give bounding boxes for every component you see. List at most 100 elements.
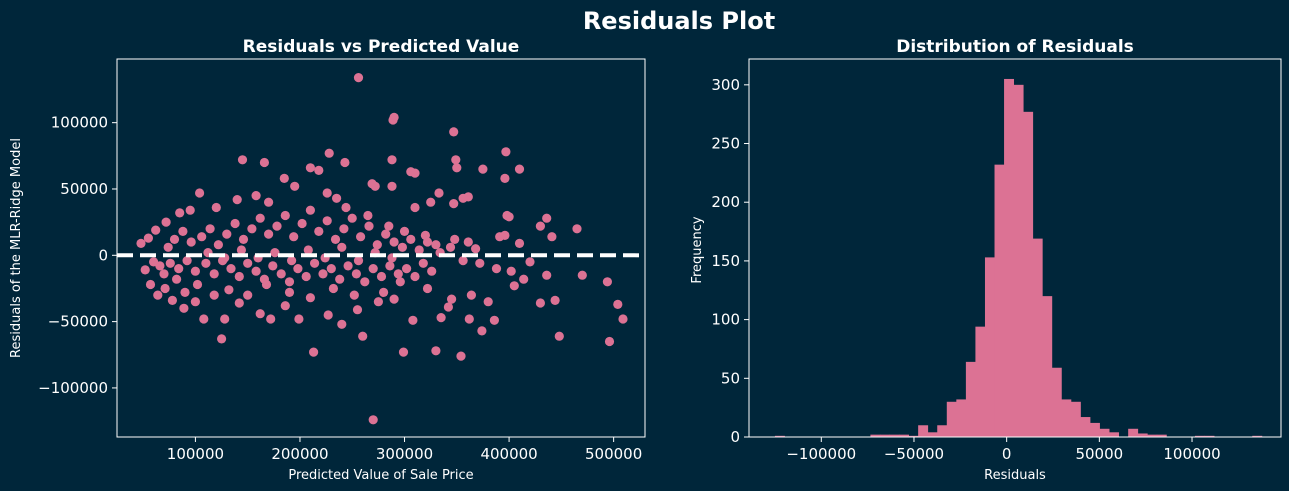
histogram-bar xyxy=(1204,435,1215,437)
scatter-point xyxy=(247,224,257,234)
scatter-point xyxy=(232,195,242,205)
histogram-x-axis: −100000 −50000 0 50000 100000 xyxy=(786,437,1221,463)
histogram-bar xyxy=(956,399,967,437)
scatter-point xyxy=(504,212,514,222)
scatter-point xyxy=(443,302,453,312)
scatter-point xyxy=(381,229,391,239)
scatter-point xyxy=(618,314,628,324)
histogram-title: Distribution of Residuals xyxy=(896,37,1134,57)
scatter-point xyxy=(287,256,297,266)
scatter-point xyxy=(280,301,290,311)
scatter-point xyxy=(431,240,441,250)
scatter-point xyxy=(463,237,473,247)
scatter-point xyxy=(270,248,280,258)
scatter-point xyxy=(370,181,380,191)
scatter-y-axis: −100000 −50000 0 50000 100000 xyxy=(38,114,117,397)
histogram-y-tick-label: 100 xyxy=(711,311,740,329)
scatter-point xyxy=(347,213,357,223)
scatter-point xyxy=(230,218,240,229)
scatter-point xyxy=(322,216,332,226)
scatter-point xyxy=(243,258,253,268)
scatter-point xyxy=(217,334,227,344)
histogram-y-tick-label: 200 xyxy=(711,193,740,211)
scatter-point xyxy=(356,232,366,242)
scatter-point xyxy=(255,309,265,319)
scatter-point xyxy=(406,234,416,244)
scatter-point xyxy=(456,351,466,361)
histogram-x-tick-label: 50000 xyxy=(1075,445,1123,463)
scatter-y-label: Residuals of the MLR-Ridge Model xyxy=(9,138,24,358)
scatter-point xyxy=(434,188,444,198)
scatter-point xyxy=(339,224,349,234)
scatter-point xyxy=(303,245,313,255)
scatter-point xyxy=(542,270,552,280)
histogram-bar xyxy=(918,425,929,437)
scatter-point xyxy=(398,347,409,357)
scatter-point xyxy=(447,294,457,304)
scatter-point xyxy=(408,315,418,325)
scatter-point xyxy=(372,240,382,250)
scatter-point xyxy=(385,261,395,271)
histogram-bar xyxy=(1099,428,1110,437)
scatter-point xyxy=(604,336,615,347)
scatter-point xyxy=(301,271,311,282)
scatter-point xyxy=(205,224,215,234)
scatter-point xyxy=(547,232,557,242)
scatter-point xyxy=(577,270,587,280)
histogram-y-label: Frequency xyxy=(690,216,705,283)
scatter-point xyxy=(393,269,403,279)
histogram-bar xyxy=(1042,296,1053,437)
scatter-point xyxy=(195,188,205,198)
scatter-point xyxy=(259,157,269,168)
scatter-point xyxy=(284,287,295,297)
scatter-point xyxy=(211,202,221,213)
scatter-point xyxy=(172,274,182,284)
histogram-x-tick-label: −50000 xyxy=(884,445,944,463)
scatter-point xyxy=(322,188,332,198)
scatter-point xyxy=(264,229,274,239)
scatter-point xyxy=(399,226,410,236)
scatter-point xyxy=(255,213,265,223)
scatter-point xyxy=(379,287,389,297)
scatter-point xyxy=(542,213,552,223)
scatter-point xyxy=(324,148,334,158)
scatter-point xyxy=(525,257,535,267)
scatter-point xyxy=(373,297,383,307)
scatter-point xyxy=(464,314,474,324)
scatter-point xyxy=(410,271,420,282)
scatter-x-tick-label: 100000 xyxy=(167,445,224,463)
scatter-point xyxy=(224,285,234,295)
scatter-point xyxy=(143,233,153,243)
scatter-point xyxy=(450,234,460,244)
scatter-point xyxy=(197,232,207,242)
scatter-x-tick-label: 400000 xyxy=(480,445,537,463)
scatter-point xyxy=(343,261,353,271)
scatter-point xyxy=(174,264,184,274)
scatter-point xyxy=(234,271,244,282)
scatter-point xyxy=(388,115,398,125)
scatter-point xyxy=(213,240,223,250)
histogram-panel: Distribution of Residuals −100000 −50000 0… xyxy=(690,37,1282,483)
scatter-point xyxy=(276,269,286,279)
scatter-point xyxy=(449,127,459,137)
scatter-point xyxy=(199,314,209,324)
histogram-bar xyxy=(870,434,881,437)
scatter-point xyxy=(220,314,230,324)
scatter-point xyxy=(237,155,248,165)
histogram-bar xyxy=(899,434,909,437)
scatter-point xyxy=(160,283,170,294)
scatter-point xyxy=(519,274,529,284)
histogram-y-tick-label: 0 xyxy=(730,428,740,446)
scatter-point xyxy=(165,258,175,268)
histogram-bar xyxy=(1004,78,1015,438)
scatter-point xyxy=(186,237,196,247)
histogram-x-tick-label: −100000 xyxy=(786,445,856,463)
histogram-bar xyxy=(1061,399,1072,437)
scatter-point xyxy=(179,303,189,313)
histogram-bar xyxy=(1109,432,1120,437)
scatter-point xyxy=(431,346,441,356)
scatter-point xyxy=(501,147,511,157)
histogram-y-axis: 0 50 100 150 200 250 300 xyxy=(711,76,749,446)
scatter-x-tick-label: 200000 xyxy=(271,445,328,463)
scatter-point xyxy=(236,245,246,255)
